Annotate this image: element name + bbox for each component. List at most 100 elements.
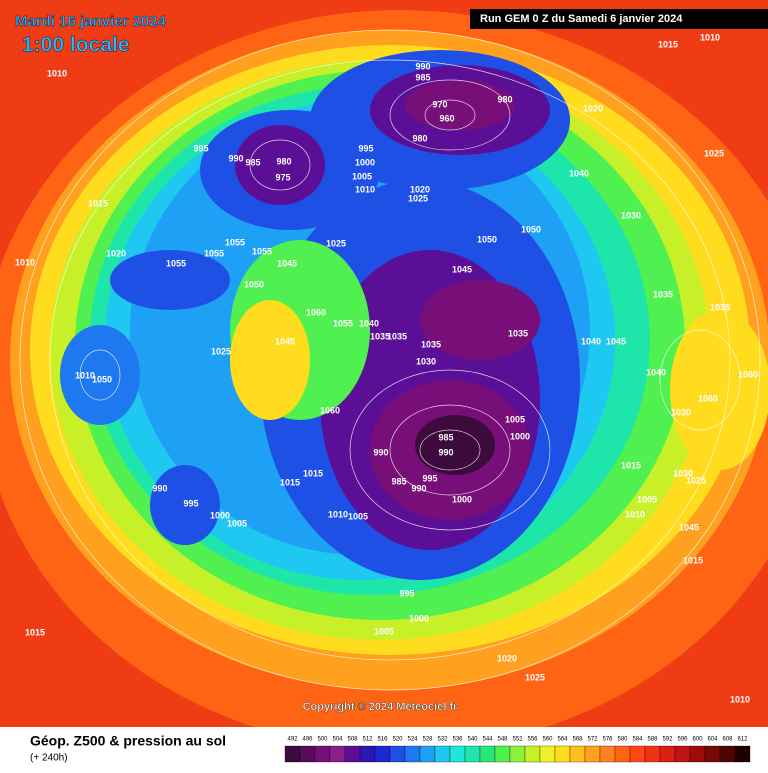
isobar-label: 1025 xyxy=(408,193,428,203)
legend-swatch xyxy=(614,745,631,763)
isobar-label: 1030 xyxy=(671,407,691,417)
legend-swatch xyxy=(704,745,721,763)
isobar-label: 1035 xyxy=(370,331,390,341)
legend-label: 500 xyxy=(317,737,328,743)
isobar-label: 960 xyxy=(439,113,454,123)
isobar-label: 1005 xyxy=(227,518,247,528)
legend-swatch xyxy=(359,745,376,763)
isobar-label: 1060 xyxy=(738,369,758,379)
legend-swatch xyxy=(719,745,736,763)
isobar-label: 1025 xyxy=(686,475,706,485)
legend-label: 552 xyxy=(512,737,523,743)
legend-label: 572 xyxy=(587,737,598,743)
isobar-label: 1015 xyxy=(280,477,300,487)
isobar-label: 1035 xyxy=(387,331,407,341)
isobar-label: 990 xyxy=(411,483,426,493)
legend-label: 580 xyxy=(617,737,628,743)
isobar-label: 1000 xyxy=(409,613,429,623)
isobar-label: 1055 xyxy=(333,318,353,328)
legend-label: 524 xyxy=(407,737,418,743)
isobar-label: 975 xyxy=(275,172,290,182)
legend-swatch xyxy=(374,745,391,763)
legend-swatch xyxy=(464,745,481,763)
isobar-label: 1050 xyxy=(521,224,541,234)
isobar-label: 1040 xyxy=(581,336,601,346)
isobar-label: 985 xyxy=(245,157,260,167)
legend-label: 508 xyxy=(347,737,358,743)
legend-label: 528 xyxy=(422,737,433,743)
isobar-label: 980 xyxy=(497,94,512,104)
legend-label: 516 xyxy=(377,737,388,743)
isobar-labels: 1010101510109909859809709609801020995990… xyxy=(15,32,758,704)
legend-swatch xyxy=(554,745,571,763)
isobar-label: 1050 xyxy=(92,374,112,384)
isobar-label: 1025 xyxy=(704,148,724,158)
isobar-label: 1010 xyxy=(15,257,35,267)
isobar-label: 1050 xyxy=(244,279,264,289)
isobar-label: 1045 xyxy=(277,258,297,268)
footer-title: Géop. Z500 & pression au sol xyxy=(30,733,226,749)
isobar-label: 1035 xyxy=(421,339,441,349)
isobar-label: 1000 xyxy=(355,157,375,167)
isobar-label: 1015 xyxy=(658,39,678,49)
legend-swatch xyxy=(329,745,346,763)
legend-swatch xyxy=(389,745,406,763)
isobar-label: 1015 xyxy=(88,198,108,208)
legend-label: 568 xyxy=(572,737,583,743)
isobar-label: 1035 xyxy=(508,328,528,338)
isobar-label: 1055 xyxy=(204,248,224,258)
time: 1:00 locale xyxy=(22,34,129,57)
isobar-label: 1045 xyxy=(452,264,472,274)
isobar-label: 985 xyxy=(391,476,406,486)
legend-swatch xyxy=(584,745,601,763)
legend-label: 520 xyxy=(392,737,403,743)
isobar-label: 1010 xyxy=(625,509,645,519)
legend-label: 560 xyxy=(542,737,553,743)
isobar-label: 1055 xyxy=(166,258,186,268)
legend-swatch xyxy=(434,745,451,763)
isobar-label: 990 xyxy=(152,483,167,493)
legend-swatch xyxy=(419,745,436,763)
isobar-label: 1035 xyxy=(710,302,730,312)
isobar-label: 1060 xyxy=(306,307,326,317)
isobar-label: 1005 xyxy=(637,494,657,504)
footer-subtitle: (+ 240h) xyxy=(30,753,68,764)
legend-label: 576 xyxy=(602,737,613,743)
isobar-label: 990 xyxy=(438,447,453,457)
legend-label: 536 xyxy=(452,737,463,743)
legend-label: 604 xyxy=(707,737,718,743)
isobar-label: 1005 xyxy=(505,414,525,424)
legend-label: 540 xyxy=(467,737,478,743)
legend-swatch xyxy=(449,745,466,763)
isobar-label: 1030 xyxy=(673,468,693,478)
legend-swatch xyxy=(524,745,541,763)
run: Run GEM 0 Z du Samedi 6 janvier 2024 xyxy=(480,13,683,25)
legend-label: 512 xyxy=(362,737,373,743)
legend-swatch xyxy=(299,745,316,763)
isobar-label: 980 xyxy=(276,156,291,166)
field xyxy=(0,10,768,750)
isobar-label: 1005 xyxy=(348,511,368,521)
isobar-label: 995 xyxy=(422,473,437,483)
legend-label: 588 xyxy=(647,737,658,743)
legend-swatch xyxy=(479,745,496,763)
legend-label: 564 xyxy=(557,737,568,743)
isobar-label: 1015 xyxy=(25,627,45,637)
date: Mardi 16 janvier 2024 xyxy=(15,13,167,30)
isobar-label: 1045 xyxy=(275,336,295,346)
isobar-label: 1040 xyxy=(646,367,666,377)
legend-swatch xyxy=(539,745,556,763)
legend-swatch xyxy=(734,745,751,763)
legend-swatch xyxy=(674,745,691,763)
legend-label: 612 xyxy=(737,737,748,743)
isobar-label: 1045 xyxy=(679,522,699,532)
isobar-label: 1050 xyxy=(477,234,497,244)
isobar-label: 1015 xyxy=(303,468,323,478)
isobar-label: 1020 xyxy=(410,184,430,194)
isobar-label: 1025 xyxy=(525,672,545,682)
legend-label: 548 xyxy=(497,737,508,743)
isobar-label: 1000 xyxy=(510,431,530,441)
legend-label: 492 xyxy=(287,737,298,743)
legend-label: 592 xyxy=(662,737,673,743)
